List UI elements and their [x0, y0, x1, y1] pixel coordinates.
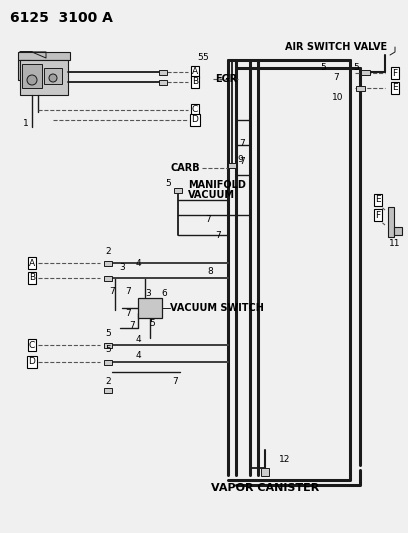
Text: 6125  3100 A: 6125 3100 A: [10, 11, 113, 25]
Text: 7: 7: [109, 287, 115, 296]
Bar: [356, 86, 365, 91]
Text: 5: 5: [165, 179, 171, 188]
Text: 3: 3: [145, 288, 151, 297]
Text: 1: 1: [23, 119, 29, 128]
Text: CARB: CARB: [171, 163, 200, 173]
Text: 11: 11: [389, 238, 401, 247]
Text: 7: 7: [125, 309, 131, 318]
Text: MANIFOLD: MANIFOLD: [188, 180, 246, 190]
Text: 4: 4: [135, 335, 141, 343]
Text: 6: 6: [161, 289, 167, 298]
Bar: [18, 60, 30, 80]
Text: AIR SWITCH VALVE: AIR SWITCH VALVE: [285, 42, 387, 52]
Text: VACUUM SWITCH: VACUUM SWITCH: [170, 303, 264, 313]
Bar: [44, 68, 62, 84]
Text: 5: 5: [105, 345, 111, 354]
Text: 7: 7: [239, 139, 245, 148]
Text: F: F: [375, 211, 381, 220]
Bar: [228, 163, 236, 168]
Text: 7: 7: [205, 215, 211, 224]
Text: D: D: [29, 358, 35, 367]
Bar: [394, 227, 402, 235]
Bar: [22, 64, 42, 88]
Text: D: D: [192, 116, 198, 125]
Bar: [388, 207, 394, 237]
Text: VAPOR CANISTER: VAPOR CANISTER: [211, 483, 319, 493]
Text: 12: 12: [279, 456, 290, 464]
Text: 5: 5: [353, 62, 359, 71]
Text: VACUUM: VACUUM: [188, 190, 235, 200]
Text: 5: 5: [320, 62, 326, 71]
Text: 7: 7: [239, 157, 245, 166]
Text: E: E: [375, 196, 381, 205]
Bar: [174, 188, 182, 193]
Text: B: B: [192, 77, 198, 86]
Text: 7: 7: [172, 377, 178, 386]
Text: 9: 9: [237, 156, 243, 165]
Bar: [261, 468, 269, 476]
Text: 5: 5: [202, 52, 208, 61]
Text: 5: 5: [149, 319, 155, 327]
Text: 8: 8: [207, 266, 213, 276]
Text: 7: 7: [333, 74, 339, 83]
Bar: [104, 388, 112, 393]
Circle shape: [49, 74, 57, 82]
Text: 2: 2: [105, 246, 111, 255]
Bar: [159, 80, 167, 85]
Text: A: A: [29, 259, 35, 268]
Bar: [18, 52, 70, 60]
Text: F: F: [392, 69, 397, 77]
Text: 7: 7: [215, 230, 221, 239]
Bar: [104, 261, 112, 266]
Bar: [104, 276, 112, 281]
Text: 5: 5: [105, 328, 111, 337]
Text: 7: 7: [125, 287, 131, 296]
Bar: [104, 360, 112, 365]
Text: 4: 4: [135, 259, 141, 268]
Polygon shape: [20, 52, 46, 58]
Bar: [20, 60, 68, 95]
Text: EGR: EGR: [215, 74, 237, 84]
Text: C: C: [29, 341, 35, 350]
Text: C: C: [192, 106, 198, 115]
Text: 7: 7: [129, 321, 135, 330]
Bar: [138, 298, 162, 318]
Text: E: E: [392, 84, 398, 93]
Text: 4: 4: [135, 351, 141, 360]
Circle shape: [27, 75, 37, 85]
Bar: [104, 343, 112, 348]
Text: A: A: [192, 68, 198, 77]
Text: 5: 5: [197, 52, 203, 61]
Text: 3: 3: [119, 262, 125, 271]
Bar: [159, 70, 167, 75]
Bar: [361, 70, 370, 75]
Text: 2: 2: [105, 377, 111, 386]
Text: B: B: [29, 273, 35, 282]
Text: 10: 10: [332, 93, 344, 102]
